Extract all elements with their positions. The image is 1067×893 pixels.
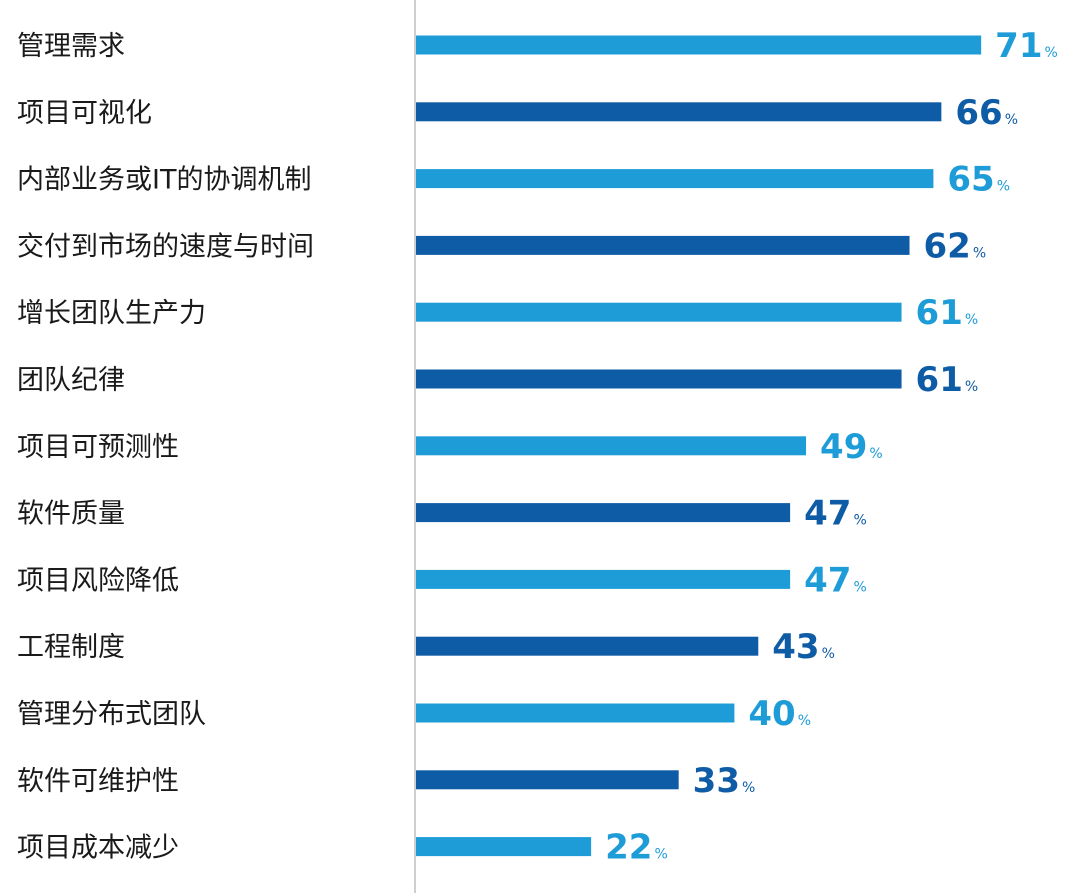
bar — [416, 703, 735, 723]
bar — [416, 102, 942, 122]
category-label: 软件可维护性 — [17, 766, 179, 797]
value-label: 40% — [748, 694, 811, 734]
bar — [416, 369, 902, 389]
value-label: 66% — [955, 93, 1018, 133]
bars — [416, 35, 982, 857]
value-label: 22% — [605, 828, 668, 868]
bar — [416, 770, 679, 790]
value-labels: 71 % 66 % 65 % 62 % 61 % 61 % 49 % 47 % 47 % 43 % 40 % 33 % 22% — [605, 26, 1058, 868]
category-labels: 管理需求项目可视化内部业务或IT的协调机制交付到市场的速度与时间增长团队生产力团… — [17, 31, 314, 864]
bar — [416, 302, 902, 322]
bar — [416, 837, 592, 857]
bar — [416, 436, 807, 456]
category-label: 项目可预测性 — [17, 432, 179, 463]
value-label: 47% — [804, 494, 867, 534]
value-label: 61% — [916, 293, 979, 333]
value-label: 65% — [947, 160, 1010, 200]
category-label: 团队纪律 — [17, 365, 125, 396]
category-label: 工程制度 — [17, 632, 125, 663]
value-label: 61% — [916, 360, 979, 400]
category-label: 软件质量 — [17, 499, 125, 530]
category-label: 增长团队生产力 — [17, 298, 206, 329]
value-label: 33% — [693, 761, 756, 801]
category-label: 交付到市场的速度与时间 — [17, 231, 314, 262]
value-label: 49% — [820, 427, 883, 467]
bar — [416, 503, 791, 523]
category-label: 项目风险降低 — [17, 565, 179, 596]
value-label: 47% — [804, 560, 867, 600]
bar — [416, 636, 759, 656]
value-label: 62% — [924, 226, 987, 266]
category-label: 内部业务或IT的协调机制 — [17, 165, 311, 196]
bar — [416, 569, 791, 589]
bar — [416, 235, 910, 255]
bar — [416, 169, 934, 189]
category-label: 管理分布式团队 — [17, 699, 206, 730]
category-label: 管理需求 — [17, 31, 125, 62]
value-label: 43% — [772, 627, 835, 667]
category-label: 项目成本减少 — [17, 833, 179, 864]
value-label: 71% — [995, 26, 1058, 66]
category-label: 项目可视化 — [17, 98, 152, 129]
bar — [416, 35, 982, 55]
